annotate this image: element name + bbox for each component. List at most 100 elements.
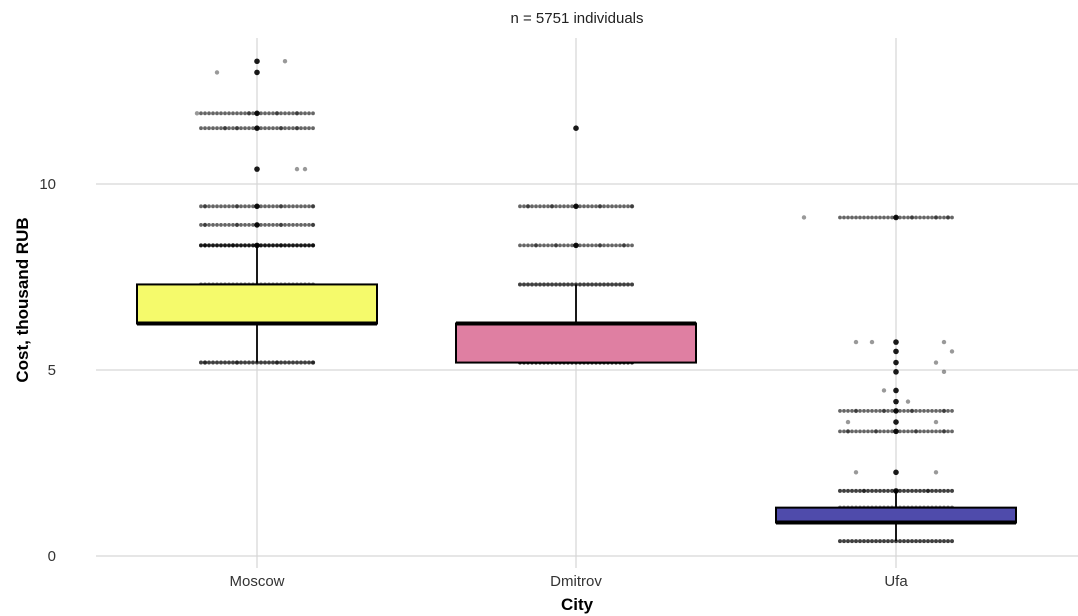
data-point — [558, 204, 562, 209]
data-point — [291, 223, 295, 227]
data-point — [299, 111, 303, 116]
data-point — [239, 111, 243, 116]
data-point — [291, 243, 295, 248]
data-point — [283, 111, 287, 116]
outlier-point — [234, 360, 240, 365]
data-point — [950, 409, 954, 413]
data-point — [838, 409, 842, 413]
data-point — [590, 204, 594, 209]
data-point — [926, 539, 930, 544]
data-point — [271, 243, 275, 248]
data-point — [530, 282, 534, 287]
data-point — [934, 488, 938, 493]
data-point — [271, 126, 275, 131]
data-point — [918, 409, 922, 413]
outlier-point — [845, 419, 851, 425]
data-point — [251, 126, 255, 131]
y-axis-title: Cost, thousand RUB — [13, 217, 32, 382]
y-tick-label: 10 — [39, 176, 56, 193]
data-point — [307, 243, 311, 248]
data-point — [562, 204, 566, 209]
data-point — [918, 539, 922, 544]
data-point — [938, 215, 942, 220]
data-point — [255, 204, 259, 209]
data-point — [630, 204, 634, 209]
data-point — [586, 243, 590, 248]
data-point — [590, 243, 594, 248]
data-point — [878, 409, 882, 413]
outlier-point — [254, 58, 260, 65]
data-point — [570, 204, 574, 209]
data-point — [898, 429, 902, 434]
data-point — [902, 488, 906, 493]
data-point — [199, 204, 203, 209]
data-point — [211, 126, 215, 131]
data-point — [235, 243, 239, 248]
data-point — [886, 539, 890, 544]
data-point — [247, 111, 251, 116]
data-point — [534, 204, 538, 209]
data-point — [838, 488, 842, 493]
data-point — [299, 223, 303, 227]
data-point — [866, 539, 870, 544]
data-point — [930, 215, 934, 220]
data-point — [602, 204, 606, 209]
data-point — [279, 360, 283, 365]
data-point — [918, 488, 922, 493]
data-point — [874, 488, 878, 493]
data-point — [910, 215, 914, 220]
data-point — [598, 204, 602, 209]
data-point — [243, 243, 247, 248]
data-point — [231, 111, 235, 116]
data-point — [846, 215, 850, 220]
data-point — [898, 409, 902, 413]
outlier-point — [941, 339, 947, 345]
data-point — [574, 243, 578, 248]
outlier-point — [949, 349, 955, 354]
data-point — [239, 126, 243, 131]
data-point — [894, 215, 898, 220]
data-point — [566, 282, 570, 287]
box-moscow — [136, 245, 378, 363]
data-point — [235, 360, 239, 365]
data-point — [279, 111, 283, 116]
outlier-point — [853, 470, 859, 475]
data-point — [878, 429, 882, 434]
data-point — [303, 360, 307, 365]
data-point — [231, 126, 235, 131]
data-point — [914, 429, 918, 434]
data-point — [870, 409, 874, 413]
data-point — [846, 429, 850, 434]
data-point — [538, 204, 542, 209]
data-point — [578, 204, 582, 209]
data-point — [199, 223, 203, 227]
data-point — [922, 539, 926, 544]
data-point — [890, 429, 894, 434]
data-point — [275, 204, 279, 209]
data-point — [219, 243, 223, 248]
data-point — [534, 282, 538, 287]
data-point — [906, 409, 910, 413]
data-point — [215, 223, 219, 227]
data-point — [223, 111, 227, 116]
outlier-point — [933, 419, 939, 425]
data-point — [239, 204, 243, 209]
data-point — [211, 204, 215, 209]
data-point — [267, 223, 271, 227]
data-point — [930, 539, 934, 544]
data-point — [886, 429, 890, 434]
data-point — [203, 204, 207, 209]
data-point — [866, 215, 870, 220]
data-point — [878, 539, 882, 544]
data-point — [622, 282, 626, 287]
data-point — [614, 243, 618, 248]
data-point — [630, 243, 634, 248]
data-point — [874, 539, 878, 544]
data-point — [890, 488, 894, 493]
data-point — [259, 126, 263, 131]
data-point — [263, 360, 267, 365]
data-point — [295, 111, 299, 116]
data-point — [550, 204, 554, 209]
outlier-point — [893, 369, 899, 375]
data-point — [630, 282, 634, 287]
